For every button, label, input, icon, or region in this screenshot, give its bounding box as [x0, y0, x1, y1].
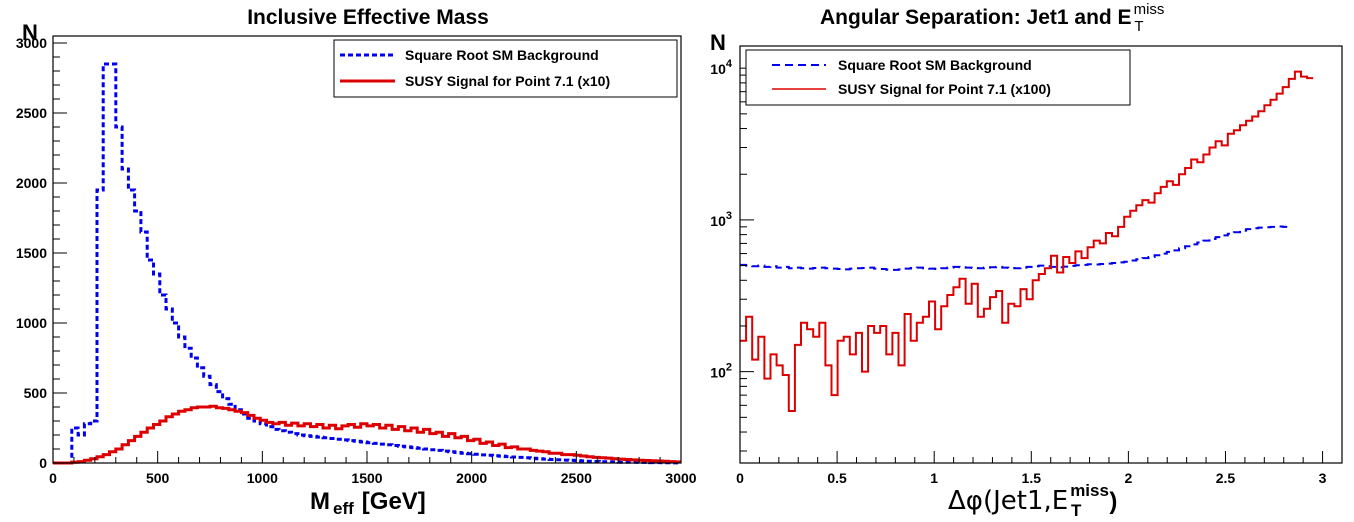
- right-series-signal: [740, 70, 1314, 412]
- right-y-tick-label: 103: [710, 210, 732, 229]
- left-y-tick-label: 1000: [16, 315, 47, 331]
- right-y-tick-label: 102: [710, 362, 732, 381]
- right-y-axis-label: N: [710, 30, 726, 55]
- right-x-tick-label: 1: [930, 470, 938, 486]
- right-y-tick-exponent: 2: [726, 362, 732, 374]
- right-x-axis-label-main: Δφ(Jet1,E: [948, 486, 1068, 516]
- left-x-tick-label: 500: [146, 470, 170, 486]
- right-y-tick-exponent: 4: [726, 58, 733, 70]
- right-x-axis-label-close: ): [1109, 488, 1117, 515]
- left-y-tick-label: 2500: [16, 105, 47, 121]
- right-chart-title-sup: miss: [1134, 1, 1165, 18]
- right-x-axis-label-sub: T: [1071, 501, 1082, 520]
- right-legend-label-signal: SUSY Signal for Point 7.1 (x100): [838, 81, 1051, 97]
- right-x-tick-label: 1.5: [1022, 470, 1042, 486]
- right-chart-title-sub: T: [1134, 18, 1143, 35]
- right-y-tick-label: 104: [710, 58, 733, 77]
- right-x-axis-label: Δφ(Jet1,E miss T): [948, 481, 1117, 520]
- left-chart: Inclusive Effective Mass N 0 500 1000 1500 2…: [16, 6, 697, 518]
- right-series-background: [740, 225, 1289, 271]
- left-legend-box: [333, 39, 678, 98]
- left-legend-label-background: Square Root SM Background: [405, 47, 599, 63]
- right-y-tick-mantissa: 10: [710, 213, 726, 229]
- right-legend-box: [745, 49, 1131, 106]
- right-background-histogram: [740, 225, 1289, 271]
- right-signal-histogram: [740, 70, 1314, 412]
- left-legend: Square Root SM Background SUSY Signal fo…: [333, 39, 678, 98]
- left-y-tick-label: 2000: [16, 175, 47, 191]
- right-x-axis-label-sup: miss: [1070, 481, 1109, 500]
- right-x-tick-label: 0.5: [827, 470, 847, 486]
- left-chart-title: Inclusive Effective Mass: [247, 6, 489, 29]
- left-y-tick-label: 3000: [16, 35, 47, 51]
- left-x-tick-label: 3000: [665, 470, 696, 486]
- left-signal-histogram: [53, 404, 681, 465]
- left-x-axis-label-sub: eff: [333, 499, 354, 518]
- left-x-axis-label-unit: [GeV]: [362, 488, 426, 515]
- right-x-tick-label: 2.5: [1216, 470, 1236, 486]
- right-x-tick-label: 3: [1319, 470, 1327, 486]
- right-y-tick-mantissa: 10: [710, 365, 726, 381]
- left-legend-label-signal: SUSY Signal for Point 7.1 (x10): [405, 73, 610, 89]
- right-y-tick-exponent: 3: [726, 210, 732, 222]
- right-chart-title-main: Angular Separation: Jet1 and E: [820, 6, 1132, 29]
- left-y-tick-label: 1500: [16, 245, 47, 261]
- left-x-tick-label: 1500: [351, 470, 382, 486]
- right-legend-label-background: Square Root SM Background: [838, 57, 1032, 73]
- left-y-axis-label: N: [22, 20, 38, 45]
- right-plot-frame: [739, 45, 1343, 464]
- right-y-tick-mantissa: 10: [710, 61, 726, 77]
- right-legend: Square Root SM Background SUSY Signal fo…: [745, 49, 1131, 106]
- right-x-tick-label: 0: [736, 470, 744, 486]
- left-x-tick-label: 0: [49, 470, 57, 486]
- left-y-tick-label: 0: [39, 455, 47, 471]
- right-x-tick-label: 2: [1124, 470, 1132, 486]
- left-x-axis-label-main: M: [310, 488, 330, 515]
- left-x-tick-label: 1000: [247, 470, 278, 486]
- left-background-histogram: [53, 62, 681, 465]
- left-axis-ticks: 0 500 1000 1500 2000 2500 3000 0 500 1000 1500 2000…: [16, 35, 697, 486]
- left-y-tick-label: 500: [24, 385, 48, 401]
- left-x-tick-label: 2500: [561, 470, 592, 486]
- left-series-background: [53, 62, 681, 465]
- left-x-tick-label: 2000: [456, 470, 487, 486]
- left-series-signal: [53, 404, 681, 465]
